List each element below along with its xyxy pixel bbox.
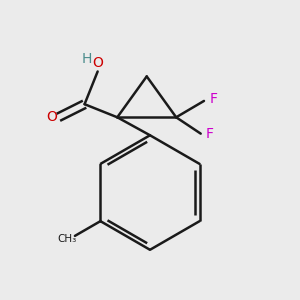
Text: CH₃: CH₃ [57,234,76,244]
Text: O: O [46,110,57,124]
Text: F: F [209,92,217,106]
Text: F: F [206,127,214,141]
Text: O: O [92,56,103,70]
Text: H: H [82,52,92,66]
